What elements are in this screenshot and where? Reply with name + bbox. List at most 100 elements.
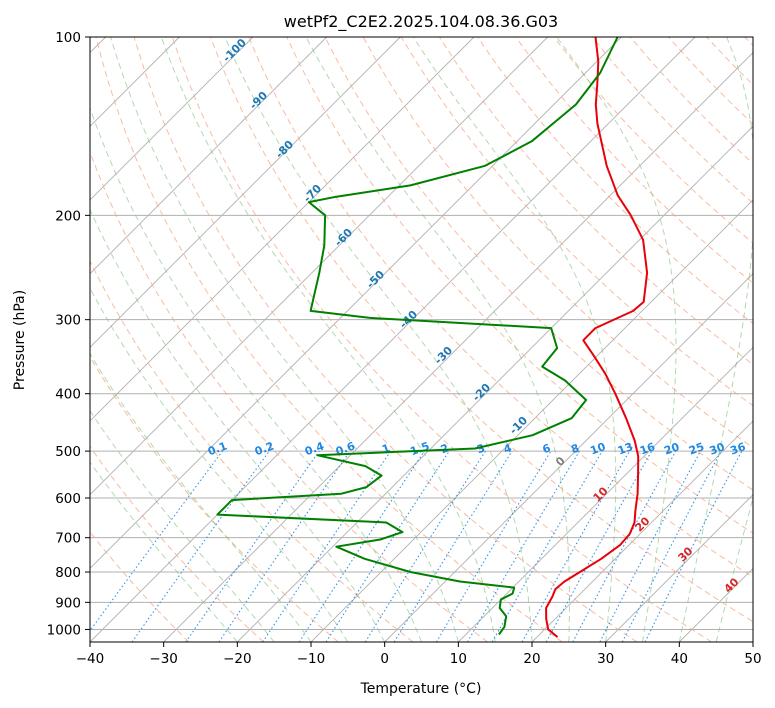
mixing-ratio-label: 0.1: [206, 439, 229, 458]
mixing-ratio-label: 4: [502, 441, 514, 456]
dry-adiabat: [210, 37, 753, 623]
moist-adiabat: [90, 106, 422, 642]
mixing-ratio-label: 20: [662, 440, 681, 458]
x-tick-label: −30: [149, 651, 178, 667]
mixing-ratio-line: [545, 450, 653, 642]
mixing-ratio-label: 0.2: [253, 439, 276, 458]
moist-adiabat: [90, 409, 275, 642]
mixing-ratio-line: [467, 450, 580, 642]
mixing-ratio-label: 8: [569, 442, 581, 457]
isotherm-label: -30: [432, 344, 455, 367]
isotherm-label: -20: [470, 381, 493, 404]
moist-adiabat: [224, 37, 533, 642]
thermo-lines: [90, 37, 753, 642]
moist-adiabat: [90, 208, 386, 642]
x-tick-label: 50: [744, 651, 761, 667]
x-tick-label: 30: [597, 651, 614, 667]
isotherm-line: [531, 420, 753, 642]
y-tick-label: 100: [55, 30, 81, 46]
dry-adiabat: [90, 445, 264, 642]
chart-title: wetPf2_C2E2.2025.104.08.36.G03: [284, 12, 558, 32]
y-tick-label: 800: [55, 565, 81, 581]
isotherm-line: [679, 567, 753, 642]
dry-adiabat: [324, 37, 753, 491]
dry-adiabat: [553, 37, 753, 244]
dry-adiabat: [171, 37, 712, 642]
moist-adiabat: [412, 37, 617, 642]
isotherm-label: 30: [676, 544, 696, 564]
isotherm-line: [605, 494, 753, 642]
moist-adiabat: [90, 352, 312, 642]
x-tick-label: −10: [297, 651, 326, 667]
mixing-ratio-label: 30: [708, 440, 727, 458]
isotherm-line: [90, 37, 475, 422]
mixing-ratio-label: 36: [728, 440, 747, 458]
dry-adiabat: [515, 37, 753, 284]
mixing-ratio-line: [521, 450, 630, 642]
moist-adiabat: [305, 37, 570, 642]
mixing-ratio-line: [185, 450, 320, 642]
y-tick-label: 500: [55, 444, 81, 460]
mixing-ratio-label: 10: [589, 440, 608, 458]
mixing-ratio-label: 16: [638, 440, 657, 458]
dry-adiabat: [248, 37, 753, 578]
isotherm-label: -60: [332, 226, 355, 249]
dry-adiabat: [95, 37, 563, 642]
mixing-ratio-label: 1.5: [408, 439, 431, 458]
isotherm-label: 40: [722, 575, 742, 595]
mixing-ratio-label: 25: [687, 440, 706, 457]
isotherm-line: [310, 199, 753, 642]
moist-adiabat: [556, 37, 677, 642]
profile-lines: [216, 37, 649, 638]
dry-adiabat: [477, 37, 753, 325]
moist-adiabat: [90, 461, 238, 642]
mixing-ratio-line: [325, 450, 450, 642]
isotherm-line: [458, 346, 753, 642]
mixing-ratio-line: [262, 450, 392, 642]
mixing-ratio-line: [644, 450, 743, 642]
mixing-ratio-line: [298, 450, 425, 642]
isotherm-line: [90, 37, 254, 201]
mixing-ratio-label: 0.6: [334, 439, 357, 458]
dry-adiabat: [90, 259, 414, 642]
isotherm-line: [163, 52, 753, 642]
x-tick-label: 10: [450, 651, 467, 667]
x-axis-label: Temperature (°C): [360, 681, 482, 697]
mixing-ratio-label: 1: [380, 441, 392, 456]
isotherm-line: [90, 37, 327, 275]
moist-adiabat: [90, 287, 349, 642]
y-tick-label: 300: [55, 313, 81, 329]
mixing-ratio-line: [364, 450, 486, 642]
isotherm-label: 10: [591, 484, 611, 504]
x-tick-label: 40: [671, 651, 688, 667]
mixing-ratio-label: 3: [475, 442, 487, 457]
mixing-ratio-label: 6: [541, 441, 553, 456]
dry-adiabat: [286, 37, 753, 534]
dry-adiabat: [90, 150, 488, 642]
background-grid: [90, 37, 753, 642]
x-tick-label: 20: [523, 651, 540, 667]
isotherm-line: [237, 125, 753, 642]
dry-adiabat: [706, 37, 753, 86]
isotherm-line: [90, 37, 696, 642]
moist-adiabat: [678, 37, 753, 642]
x-tick-label: 0: [380, 651, 389, 667]
plot-frame: [89, 36, 754, 643]
mixing-ratio-line: [131, 450, 270, 642]
mixing-ratio-label: 13: [616, 440, 635, 457]
dewpoint-profile-line: [216, 37, 619, 636]
isotherm-line: [752, 641, 753, 642]
dry-adiabat: [90, 356, 339, 642]
dry-adiabat: [90, 531, 190, 642]
mixing-ratio-line: [218, 450, 351, 642]
isotherm-line: [384, 273, 753, 642]
mixing-ratio-line: [435, 450, 552, 642]
mixing-ratio-label: 0.4: [303, 439, 326, 458]
mixing-ratio-line: [572, 450, 677, 642]
y-tick-label: 1000: [47, 622, 81, 638]
isotherm-label: -10: [507, 414, 530, 437]
isotherm-label: -90: [247, 89, 270, 112]
y-axis-label: Pressure (hPa): [12, 290, 28, 390]
y-tick-label: 400: [55, 387, 81, 403]
